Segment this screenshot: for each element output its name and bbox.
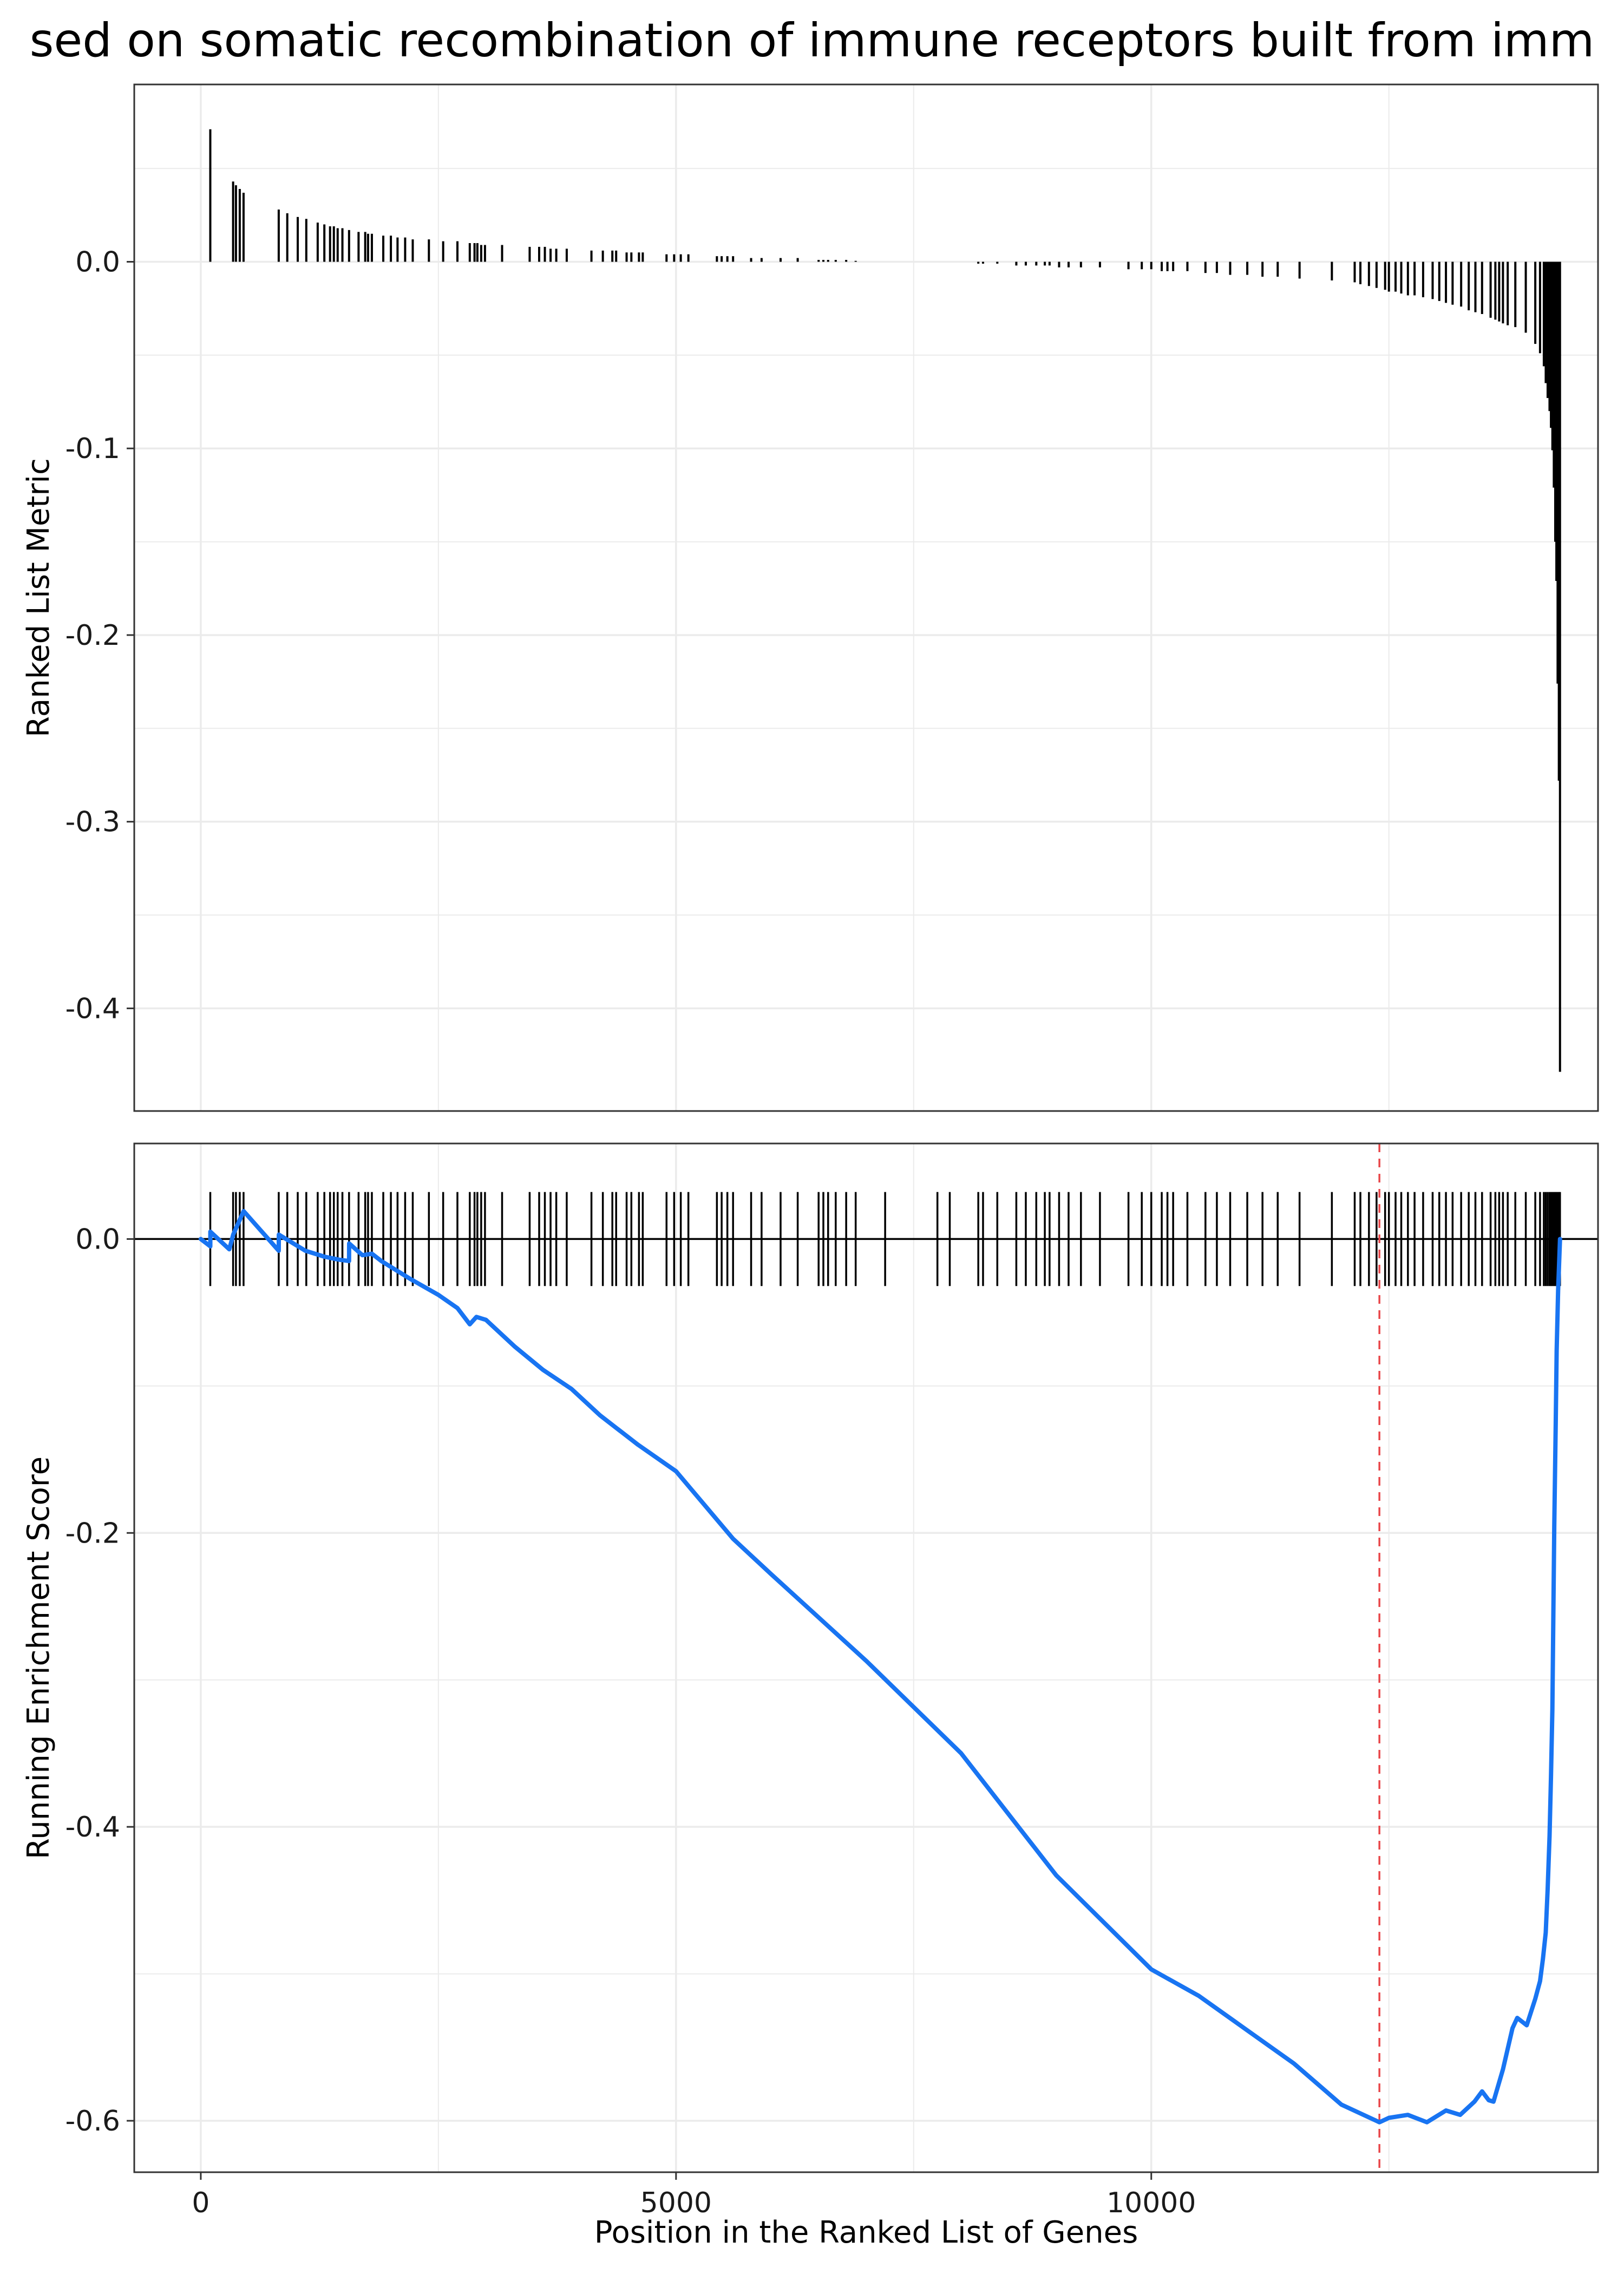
position-x-axis-label: Position in the Ranked List of Genes (594, 2215, 1138, 2250)
y-tick-label: -0.2 (66, 619, 120, 652)
y-tick-label: 0.0 (75, 246, 120, 278)
enrichment-score-y-axis-label: Running Enrichment Score (21, 1456, 56, 1859)
y-tick-label: 0.0 (75, 1223, 120, 1256)
y-tick-label: -0.4 (66, 992, 120, 1025)
ranked-metric-panel-border (133, 83, 1599, 1112)
ranked-metric-panel: 0.0 -0.1 -0.2 -0.3 -0.4 Ranked List Metric (21, 83, 1599, 1112)
ranked-metric-y-ticks: 0.0 -0.1 -0.2 -0.3 -0.4 (66, 246, 134, 1025)
enrichment-score-panel-border (133, 1142, 1599, 2173)
y-tick-label: -0.1 (66, 433, 120, 465)
ranked-metric-y-axis-label: Ranked List Metric (21, 458, 56, 737)
y-tick-label: -0.4 (66, 1811, 120, 1844)
x-tick-label: 5000 (640, 2187, 712, 2219)
x-tick-label: 0 (192, 2187, 209, 2219)
y-tick-label: -0.2 (66, 1517, 120, 1550)
x-tick-label: 10000 (1106, 2187, 1196, 2219)
y-tick-label: -0.6 (66, 2105, 120, 2138)
chart-title: sed on somatic recombination of immune r… (30, 14, 1595, 68)
position-x-ticks: 0 5000 10000 (192, 2172, 1196, 2219)
running-enrichment-curve (198, 1208, 1562, 2125)
ranked-metric-gridlines (134, 84, 1598, 1111)
ranked-metric-bars (209, 129, 1561, 1072)
enrichment-score-panel: 0.0 -0.2 -0.4 -0.6 0 5000 10000 Running Enric… (21, 1142, 1599, 2250)
enrichment-score-y-ticks: 0.0 -0.2 -0.4 -0.6 (66, 1223, 134, 2138)
y-tick-label: -0.3 (66, 806, 120, 839)
ranked-metric-plot-area (134, 84, 1598, 1111)
